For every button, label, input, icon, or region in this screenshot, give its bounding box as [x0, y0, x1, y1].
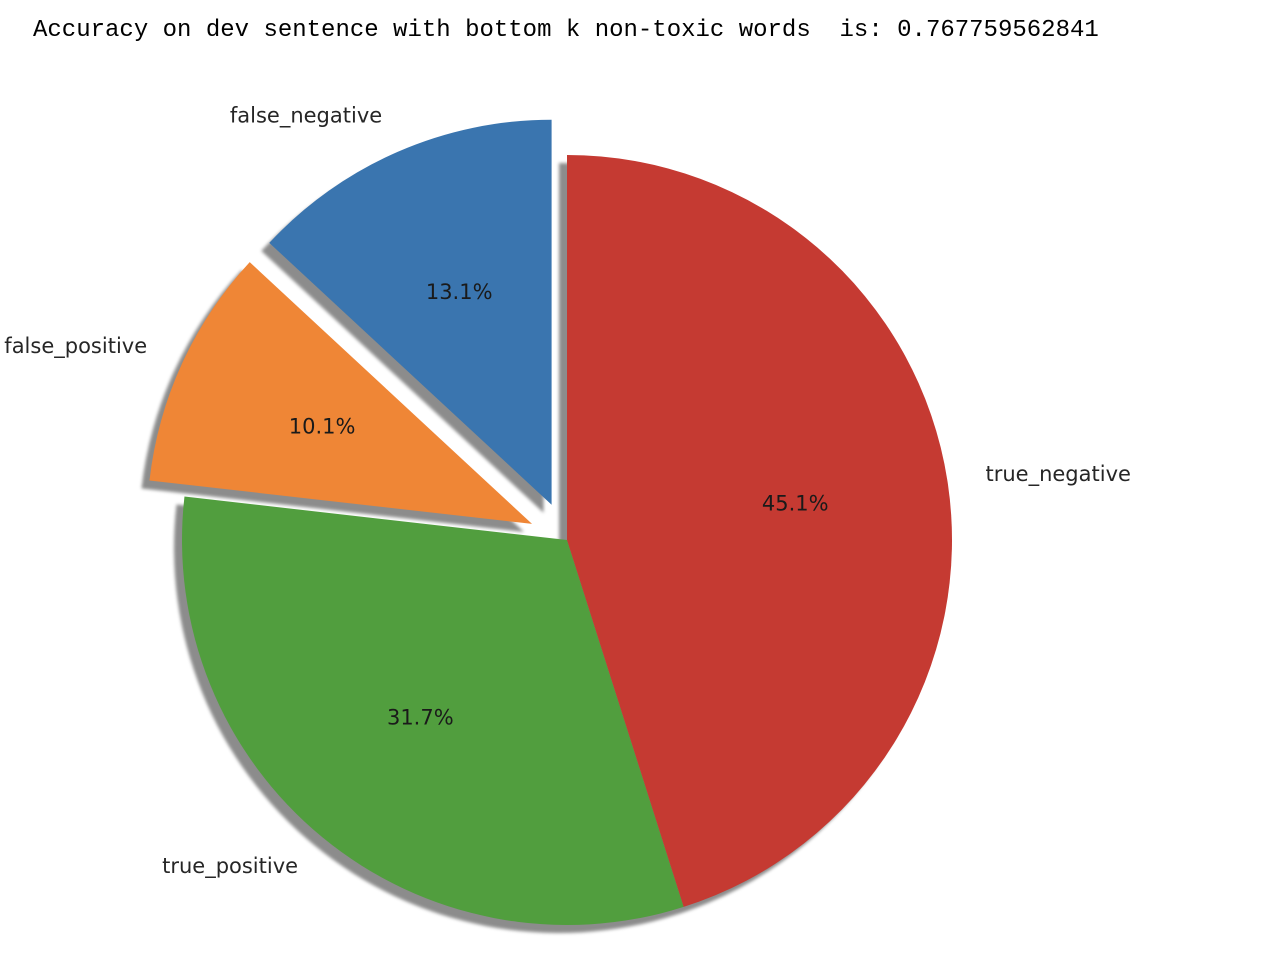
slice-label-false-positive: false_positive [4, 334, 147, 359]
slice-pct-label-false-negative: 13.1% [426, 280, 493, 304]
slice-label-true-negative: true_negative [985, 462, 1130, 487]
pie-slice-true-negative [567, 155, 952, 907]
slice-pct-label-false-positive: 10.1% [289, 415, 356, 439]
slice-pct-label-true-positive: 31.7% [387, 705, 454, 729]
pie-slice-false-positive [149, 262, 533, 524]
pie-label-layer: false_negative 13.1% false_positive 10.1% tr… [4, 104, 1131, 880]
pie-slice-true-positive [182, 496, 684, 926]
pie-slice-layer [149, 119, 952, 926]
slice-label-false-negative: false_negative [230, 104, 382, 129]
pie-slice-false-negative [269, 119, 552, 505]
cell-output-text: Accuracy on dev sentence with bottom k n… [33, 17, 1099, 44]
slice-label-true-positive: true_positive [162, 854, 298, 879]
slice-pct-label-true-negative: 45.1% [762, 492, 829, 516]
